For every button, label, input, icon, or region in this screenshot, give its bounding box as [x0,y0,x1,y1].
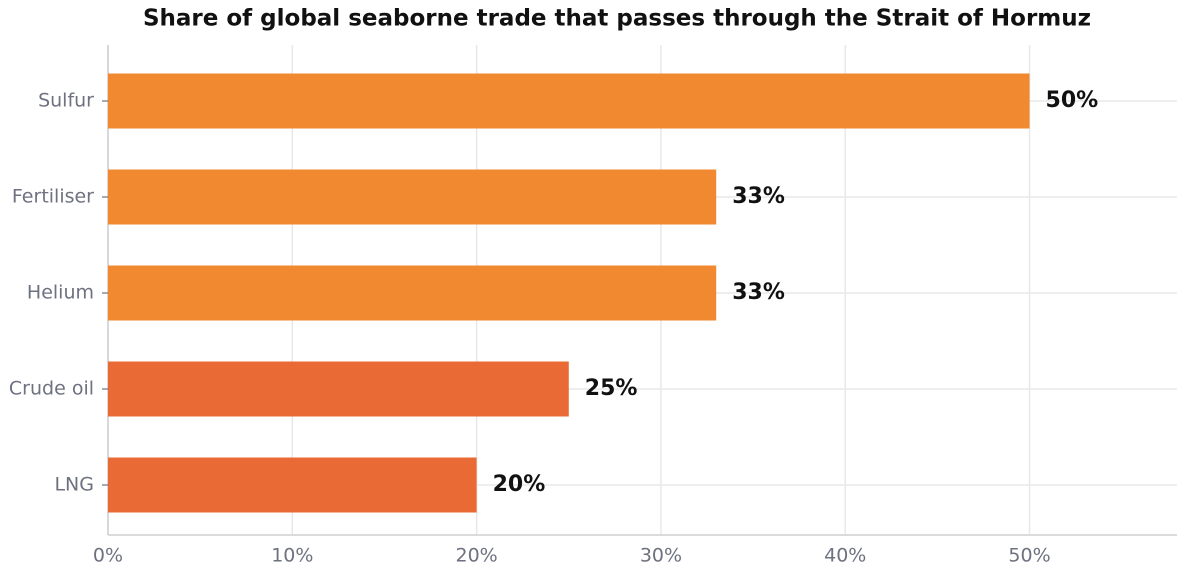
bar [108,265,717,321]
x-tick-label: 0% [93,545,123,567]
chart-title: Share of global seaborne trade that pass… [143,6,1091,32]
value-label: 33% [732,184,785,209]
y-tick-label: LNG [54,474,94,496]
value-label: 33% [732,280,785,305]
x-tick-label: 10% [271,545,313,567]
y-tick-label: Sulfur [38,90,94,112]
value-label: 25% [585,376,638,401]
x-tick-label: 20% [456,545,498,567]
bar [108,361,569,417]
y-tick-label: Fertiliser [12,186,94,208]
y-tick-label: Helium [27,282,94,304]
value-label: 50% [1046,88,1099,113]
y-tick-label: Crude oil [9,378,94,400]
bar [108,169,717,225]
x-tick-label: 30% [640,545,682,567]
bar [108,457,477,513]
bar [108,73,1030,129]
value-label: 20% [493,472,546,497]
x-tick-label: 40% [824,545,866,567]
x-tick-label: 50% [1008,545,1050,567]
